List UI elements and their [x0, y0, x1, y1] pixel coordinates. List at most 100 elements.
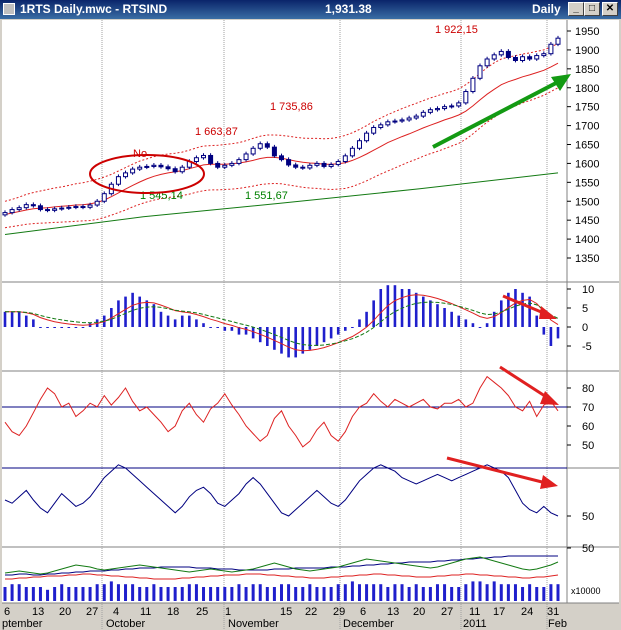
volume-bar	[528, 584, 532, 601]
macd-histogram-bar	[528, 296, 531, 327]
interval-label: Daily	[532, 2, 561, 16]
macd-histogram-bar	[202, 323, 205, 327]
minimize-button[interactable]: _	[568, 2, 584, 16]
macd-histogram-bar	[499, 300, 503, 327]
candle-body	[293, 164, 299, 168]
volume-bar	[53, 587, 57, 601]
candle-body	[52, 208, 58, 211]
volume-bar	[350, 581, 354, 601]
candle-body	[236, 159, 242, 164]
candle-body	[356, 140, 362, 149]
macd-histogram-bar	[294, 327, 297, 358]
volume-bar	[173, 587, 177, 601]
candle-body	[208, 154, 214, 164]
volume-bar	[513, 584, 517, 601]
volume-bar	[202, 587, 206, 601]
candle-body	[434, 108, 440, 111]
stoch-line	[4, 464, 559, 517]
volume-bar	[478, 581, 482, 601]
chart-area[interactable]: 1950190018501800175017001650160015501500…	[0, 19, 621, 630]
candle-body	[229, 162, 235, 166]
volume-bar	[237, 584, 241, 601]
volume-bar	[407, 587, 411, 601]
candle-body	[158, 164, 164, 168]
macd-histogram-bar	[74, 327, 78, 328]
rsi-tick-label: 60	[582, 421, 594, 433]
candle-body	[484, 58, 490, 67]
volume-bar	[116, 584, 120, 601]
volume-bar	[280, 584, 283, 601]
x-month-label: October	[106, 618, 145, 630]
x-tick-label: 15	[280, 606, 292, 618]
volume-bar	[244, 587, 248, 601]
volume-bar	[60, 584, 64, 601]
macd-histogram-bar	[280, 327, 283, 354]
candle-body	[2, 212, 8, 216]
stochastic-panel	[2, 464, 567, 517]
volume-bar	[152, 584, 156, 601]
volume-bar	[421, 587, 425, 601]
volume-bar	[386, 587, 390, 601]
highlight-ellipse	[89, 154, 205, 194]
macd-histogram-bar	[351, 327, 354, 328]
candle-body	[30, 204, 36, 207]
macd-line	[5, 294, 559, 352]
price-tick-label: 1900	[575, 45, 599, 57]
volume-bar	[223, 587, 227, 601]
candle-body	[321, 162, 327, 167]
macd-histogram-bar	[450, 311, 453, 327]
volume-bar	[556, 584, 560, 601]
rsi-tick-label: 70	[582, 402, 594, 414]
maximize-button[interactable]: □	[584, 2, 600, 16]
macd-histogram-bar	[251, 327, 255, 339]
macd-histogram-bar	[429, 300, 432, 327]
macd-histogram-bar	[379, 289, 383, 327]
candle-body	[123, 172, 129, 178]
volume-bar	[428, 587, 432, 601]
macd-histogram-bar	[3, 311, 7, 327]
x-tick-label: 13	[387, 606, 399, 618]
candle-body	[413, 115, 419, 119]
volume-bar	[329, 587, 333, 601]
macd-histogram-bar	[443, 308, 446, 327]
macd-histogram-bar	[542, 327, 546, 335]
volume-bar	[74, 587, 78, 601]
rsi-panel	[2, 375, 567, 448]
title-bar[interactable]: 1RTS Daily.mwc - RTSIND 1,931.38 Daily _…	[0, 0, 621, 19]
volume-bar	[322, 587, 326, 601]
volume-bar	[230, 587, 234, 601]
macd-histogram-bar	[507, 292, 510, 327]
x-tick-label: 4	[113, 606, 119, 618]
annotation-high-label: 1 663,87	[195, 126, 238, 138]
candle-body	[115, 176, 121, 185]
price-panel	[2, 35, 561, 235]
candle-body	[505, 50, 511, 58]
volume-bar	[521, 587, 525, 601]
axes: 1950190018501800175017001650160015501500…	[2, 26, 601, 630]
candle-body	[201, 154, 207, 159]
candle-body	[271, 146, 277, 157]
macd-histogram-bar	[244, 327, 248, 335]
candle-body	[130, 168, 136, 174]
macd-histogram-bar	[358, 319, 361, 327]
candle-body	[222, 164, 228, 168]
macd-histogram-bar	[457, 315, 461, 327]
candle-body	[300, 166, 306, 169]
candle-body	[335, 161, 341, 166]
red-arrow-rsi	[499, 365, 559, 405]
volume-bar	[393, 584, 397, 601]
candle-body	[534, 55, 540, 60]
volume-bar	[379, 584, 383, 601]
volume-bar	[372, 584, 376, 601]
macd-histogram-bar	[393, 285, 397, 327]
macd-histogram-bar	[407, 289, 411, 327]
volume-bar	[3, 587, 7, 601]
macd-histogram-bar	[266, 327, 269, 346]
macd-histogram-bar	[556, 327, 560, 339]
candle-body	[527, 56, 533, 60]
volume-bar	[46, 589, 50, 601]
candle-body	[371, 126, 377, 134]
close-button[interactable]: ✕	[602, 2, 618, 16]
volume-bar	[414, 584, 418, 601]
candle-body	[16, 207, 22, 211]
